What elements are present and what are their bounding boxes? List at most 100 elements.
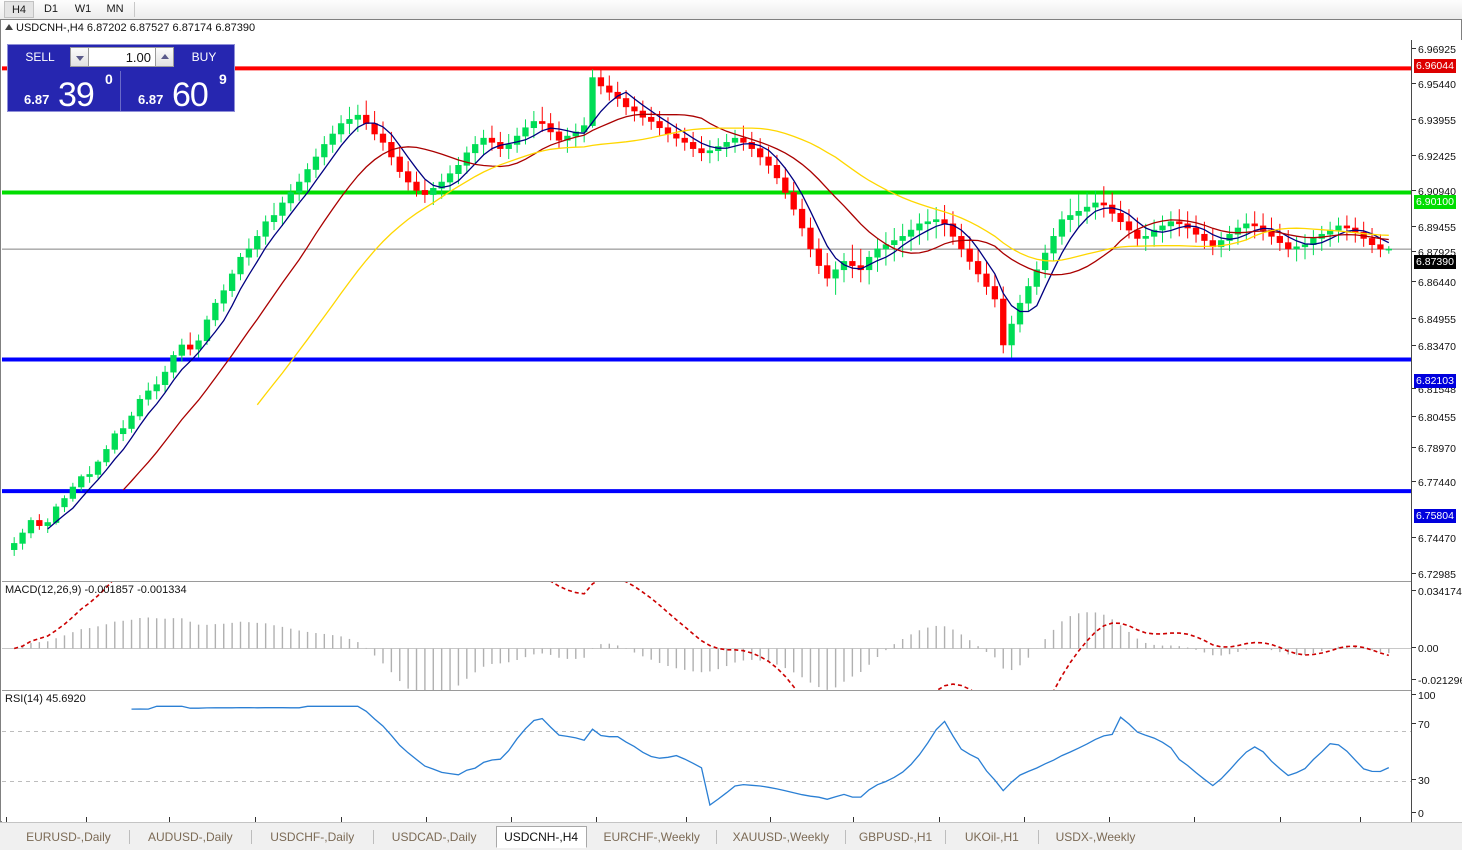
candle: [974, 248, 982, 283]
candle: [220, 284, 227, 312]
sell-price[interactable]: 6.87 39 0: [10, 71, 121, 114]
axis-tick-label: 0.034174: [1412, 586, 1462, 598]
candle: [824, 253, 831, 287]
axis-tick-label: 6.86440: [1412, 277, 1462, 289]
axis-tick-label: 6.93955: [1412, 115, 1462, 127]
candle: [438, 173, 445, 199]
symbol-tab-eurusddaily[interactable]: EURUSD-,Daily: [26, 830, 111, 844]
candle: [1075, 194, 1082, 228]
axis-tick-label: 6.80455: [1412, 412, 1462, 424]
candle: [807, 217, 814, 258]
candle: [1109, 192, 1116, 222]
candle: [513, 127, 521, 153]
symbol-tab-gbpusdh1[interactable]: GBPUSD-,H1: [858, 830, 933, 844]
symbol-tab-usdxweekly[interactable]: USDX-,Weekly: [1055, 830, 1136, 844]
moving-average-line-1: [122, 113, 1389, 491]
sell-button[interactable]: SELL: [25, 50, 55, 64]
candle: [916, 213, 923, 245]
symbol-tab-eurchfweekly[interactable]: EURCHF-,Weekly: [603, 830, 700, 844]
moving-average-line-0: [47, 91, 1390, 530]
candle: [1192, 215, 1200, 243]
axis-tick-label: 6.89455: [1412, 222, 1462, 234]
candle: [614, 81, 621, 107]
candle: [19, 528, 26, 550]
sell-price-pips: 39: [58, 76, 95, 114]
candle: [94, 459, 102, 479]
candle: [539, 106, 546, 132]
one-click-trading-panel[interactable]: SELL 1.00 BUY 6.87 39 0 6.87 60 9: [7, 44, 235, 114]
buy-button[interactable]: BUY: [191, 50, 217, 64]
period-button-mn[interactable]: MN: [106, 3, 124, 15]
symbol-tab-ukoilh1[interactable]: UKOil-,H1: [964, 830, 1019, 844]
chevron-up-icon: [161, 54, 169, 59]
rsi-pane[interactable]: [2, 691, 1411, 822]
period-button-w1[interactable]: W1: [74, 3, 92, 15]
candle: [363, 100, 370, 130]
candle: [933, 207, 940, 239]
moving-average-line-2: [256, 127, 1389, 406]
macd-pane[interactable]: [2, 582, 1411, 690]
candle: [446, 165, 454, 193]
candle: [547, 113, 554, 141]
candle: [740, 125, 747, 151]
candle: [488, 125, 496, 151]
axis-tick-label: 6.84955: [1412, 314, 1462, 326]
candle: [790, 182, 797, 216]
candle: [782, 167, 789, 199]
symbol-tab-usdchfdaily[interactable]: USDCHF-,Daily: [270, 830, 355, 844]
symbol-tab-audusddaily[interactable]: AUDUSD-,Daily: [147, 830, 233, 844]
candle: [689, 131, 697, 157]
candle: [1368, 227, 1376, 254]
price-axis[interactable]: 6.96925 6.95440 6.93955 6.92425 6.90940 6.894…: [1411, 40, 1462, 822]
volume-increase-button[interactable]: [155, 47, 174, 67]
chart-symbol-header: USDCNH-,H4 6.87202 6.87527 6.87174 6.873…: [5, 22, 255, 34]
volume-stepper[interactable]: 1.00: [70, 47, 174, 67]
candle: [396, 146, 403, 178]
candle: [245, 238, 253, 266]
axis-tick-label: 6.96925: [1412, 44, 1462, 56]
candle: [161, 365, 169, 394]
candle: [1000, 286, 1007, 354]
candle: [1201, 221, 1208, 249]
rsi-line: [131, 705, 1390, 807]
candle: [949, 211, 957, 245]
tab-separator: [1037, 830, 1039, 844]
tab-separator: [250, 830, 252, 844]
symbol-tab-xauusdweekly[interactable]: XAUUSD-,Weekly: [732, 830, 830, 844]
candle: [1117, 200, 1124, 231]
symbol-tab-usdcaddaily[interactable]: USDCAD-,Daily: [391, 830, 477, 844]
axis-tick-label: 6.83470: [1412, 341, 1462, 353]
collapse-triangle-icon[interactable]: [5, 24, 13, 30]
candle: [1067, 198, 1074, 233]
buy-price[interactable]: 6.87 60 9: [124, 71, 234, 114]
candle: [237, 253, 244, 281]
price-level-badge: 6.90100: [1414, 195, 1456, 209]
candle: [1218, 232, 1225, 258]
candle: [924, 209, 931, 241]
symbol-tab-usdcnhh4[interactable]: USDCNH-,H4: [495, 826, 587, 848]
candle: [44, 518, 51, 533]
period-button-h4[interactable]: H4: [4, 1, 34, 18]
candle: [1016, 294, 1024, 333]
candle: [312, 148, 320, 178]
candle: [228, 269, 236, 297]
candle: [187, 332, 194, 356]
period-button-d1[interactable]: D1: [43, 3, 59, 15]
volume-decrease-button[interactable]: [70, 47, 89, 67]
price-pane[interactable]: [2, 40, 1411, 581]
time-axis-tick: [686, 817, 687, 822]
candle: [891, 227, 898, 262]
candle: [1176, 209, 1183, 237]
symbol-tab-bar[interactable]: EURUSD-,Daily AUDUSD-,Daily USDCHF-,Daily U…: [0, 822, 1462, 850]
candle: [1385, 246, 1392, 254]
candle: [472, 136, 479, 164]
candle: [279, 196, 286, 226]
time-axis-tick: [1360, 817, 1361, 822]
candle: [606, 75, 613, 101]
candle: [966, 236, 973, 270]
candle: [304, 163, 311, 191]
volume-input[interactable]: 1.00: [89, 47, 155, 67]
candle: [61, 495, 68, 513]
candle: [857, 248, 864, 283]
